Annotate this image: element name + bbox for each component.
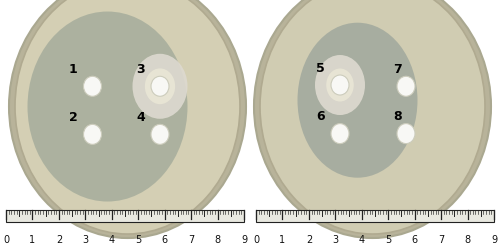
Text: 1: 1 — [68, 63, 77, 76]
Ellipse shape — [145, 69, 175, 105]
Ellipse shape — [9, 0, 246, 238]
Text: 0: 0 — [3, 234, 9, 244]
Text: 5: 5 — [316, 61, 325, 74]
Text: 8: 8 — [464, 234, 470, 244]
Text: 1: 1 — [280, 234, 285, 244]
Ellipse shape — [298, 24, 418, 178]
Ellipse shape — [331, 76, 349, 96]
Text: 3: 3 — [332, 234, 338, 244]
Text: 2: 2 — [56, 234, 62, 244]
Text: 5: 5 — [385, 234, 392, 244]
Ellipse shape — [15, 0, 240, 234]
Text: 7: 7 — [438, 234, 444, 244]
Ellipse shape — [397, 77, 415, 97]
Text: 2: 2 — [306, 234, 312, 244]
Ellipse shape — [397, 124, 415, 144]
Text: 3: 3 — [82, 234, 88, 244]
Ellipse shape — [151, 77, 169, 97]
Text: 4: 4 — [358, 234, 365, 244]
Text: 8: 8 — [394, 110, 402, 123]
Text: 6: 6 — [162, 234, 168, 244]
Text: 0: 0 — [253, 234, 259, 244]
Text: 4: 4 — [108, 234, 115, 244]
Text: 4: 4 — [136, 111, 145, 123]
Ellipse shape — [254, 0, 491, 238]
Ellipse shape — [331, 124, 349, 144]
Text: 2: 2 — [68, 111, 77, 123]
Ellipse shape — [84, 77, 102, 97]
Text: 9: 9 — [491, 234, 497, 244]
Ellipse shape — [151, 125, 169, 145]
Ellipse shape — [326, 69, 354, 102]
Ellipse shape — [260, 0, 485, 234]
Text: 8: 8 — [214, 234, 220, 244]
Text: 6: 6 — [316, 110, 324, 123]
Text: 5: 5 — [135, 234, 141, 244]
Text: 7: 7 — [188, 234, 194, 244]
Ellipse shape — [84, 125, 102, 145]
Text: 6: 6 — [412, 234, 418, 244]
Ellipse shape — [132, 55, 188, 119]
Bar — [256, 210, 494, 222]
Text: 3: 3 — [136, 63, 144, 76]
Ellipse shape — [28, 13, 188, 202]
Ellipse shape — [315, 56, 365, 116]
Text: 9: 9 — [241, 234, 247, 244]
Bar — [6, 210, 244, 222]
Text: 7: 7 — [394, 63, 402, 76]
Text: 1: 1 — [30, 234, 36, 244]
